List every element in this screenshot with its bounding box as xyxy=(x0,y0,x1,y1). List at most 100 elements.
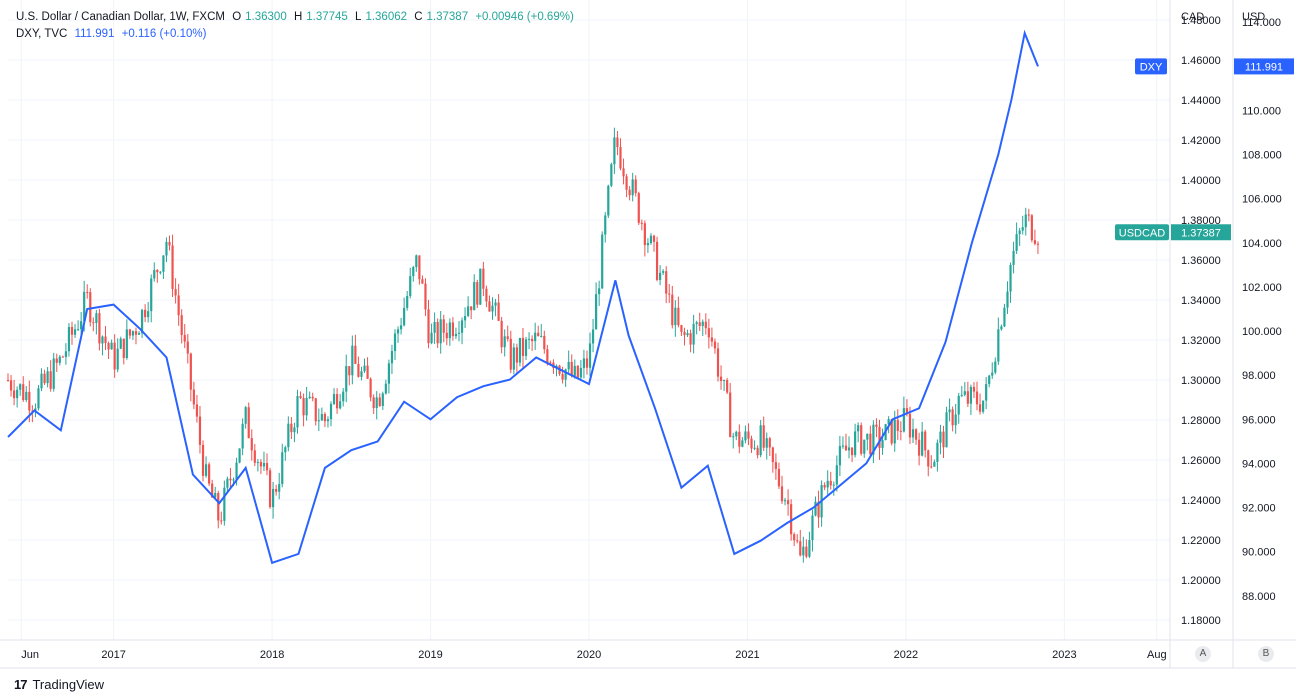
usdcad-candle xyxy=(683,331,686,336)
usdcad-candle xyxy=(381,393,384,406)
usdcad-candle xyxy=(512,347,515,370)
usdcad-candle xyxy=(951,409,954,426)
usd-scale-unit: USD xyxy=(1242,11,1265,23)
usdcad-candle xyxy=(509,338,512,370)
usdcad-candle xyxy=(567,361,570,370)
usdcad-candle xyxy=(857,425,860,432)
usdcad-candle xyxy=(101,336,104,344)
usdcad-candle xyxy=(850,447,854,456)
usdcad-candle xyxy=(942,431,945,448)
usdcad-candle xyxy=(451,322,454,337)
usdcad-candle xyxy=(473,282,476,311)
usdcad-candle xyxy=(433,322,436,333)
usdcad-candle xyxy=(753,447,756,449)
usdcad-candle xyxy=(144,309,147,318)
usdcad-candle xyxy=(847,447,851,451)
usdcad-candle xyxy=(293,427,296,433)
usdcad-candle xyxy=(982,400,985,412)
usdcad-candle xyxy=(591,329,595,344)
usdcad-candle xyxy=(786,500,790,505)
usdcad-candle xyxy=(311,396,314,399)
open-value: 1.36300 xyxy=(245,11,287,23)
cad-tick-label: 1.32000 xyxy=(1181,335,1221,347)
usdcad-candle xyxy=(945,412,948,448)
usdcad-candle xyxy=(588,343,592,368)
usdcad-candle xyxy=(16,389,19,399)
high-label: H xyxy=(293,11,303,23)
usdcad-candle xyxy=(290,423,293,433)
usdcad-candle xyxy=(634,179,637,194)
cad-tick-label: 1.24000 xyxy=(1181,495,1221,507)
usdcad-candle xyxy=(418,255,421,280)
usdcad-candle xyxy=(366,365,369,379)
usdcad-candle xyxy=(756,447,759,456)
usdcad-candle xyxy=(832,484,835,486)
usd-tick-label: 94.000 xyxy=(1242,458,1276,470)
cad-tick-label: 1.38000 xyxy=(1181,215,1221,227)
usdcad-candle xyxy=(95,313,98,323)
usdcad-candle xyxy=(625,176,628,190)
time-tick-label: 2018 xyxy=(260,649,284,661)
cad-tick-label: 1.42000 xyxy=(1181,135,1221,147)
usdcad-candle xyxy=(948,409,951,413)
time-tick-label: 2019 xyxy=(418,649,442,661)
cad-tick-label: 1.40000 xyxy=(1181,175,1221,187)
usdcad-candle xyxy=(1033,240,1037,244)
usdcad-candle xyxy=(476,282,479,305)
cad-tick-label: 1.48000 xyxy=(1181,15,1221,27)
usdcad-candle xyxy=(689,333,692,345)
usdcad-candle xyxy=(37,388,40,409)
usdcad-candle xyxy=(268,470,272,508)
usdcad-candle xyxy=(265,463,269,471)
usdcad-candle xyxy=(460,320,464,333)
usdcad-candle xyxy=(802,546,805,556)
usdcad-candle xyxy=(345,366,348,392)
usdcad-candle xyxy=(421,279,424,284)
scale-b-button[interactable]: B xyxy=(1258,646,1274,662)
usdcad-candle xyxy=(729,392,732,438)
usdcad-candle xyxy=(470,306,473,311)
usdcad-candle xyxy=(933,461,936,467)
usdcad-candle xyxy=(43,373,46,384)
usdcad-candle xyxy=(576,365,579,378)
usdcad-candle xyxy=(278,483,281,492)
usd-tick-label: 90.000 xyxy=(1242,547,1276,559)
usdcad-candle xyxy=(518,337,522,363)
dxy-legend-change: +0.116 (+0.10%) xyxy=(121,28,207,40)
usdcad-candle xyxy=(363,365,366,372)
usdcad-candle xyxy=(384,383,387,394)
usdcad-candle xyxy=(747,431,750,439)
usdcad-candle xyxy=(503,336,506,348)
auto-scale-button[interactable]: A xyxy=(1195,646,1211,662)
usdcad-candle xyxy=(939,431,942,443)
usdcad-candle xyxy=(70,326,74,335)
usdcad-candle xyxy=(463,316,467,321)
usdcad-candle xyxy=(649,235,653,244)
usdcad-candle xyxy=(305,398,308,416)
usdcad-candle xyxy=(122,338,125,358)
usdcad-candle xyxy=(247,407,250,439)
usdcad-candle xyxy=(140,309,144,334)
usdcad-candle xyxy=(799,541,802,556)
usd-tick-label: 98.000 xyxy=(1242,370,1276,382)
usdcad-candle xyxy=(287,423,290,448)
usdcad-candle xyxy=(866,433,869,440)
usdcad-candle xyxy=(448,322,451,339)
usdcad-candle xyxy=(1003,307,1006,327)
usdcad-candle xyxy=(790,504,793,535)
usdcad-candle xyxy=(1027,214,1030,216)
usdcad-candle xyxy=(707,328,710,338)
tradingview-logo-icon: 17 xyxy=(14,677,28,692)
usdcad-candle xyxy=(878,426,881,448)
usdcad-candle xyxy=(262,463,266,467)
dxy-tag-text: DXY xyxy=(1140,61,1163,73)
usdcad-candle xyxy=(875,424,878,427)
usdcad-candle xyxy=(841,445,845,447)
usdcad-candle xyxy=(921,431,924,456)
time-tick-label: 2022 xyxy=(894,649,918,661)
usdcad-candle xyxy=(543,335,546,350)
usdcad-candle xyxy=(1036,243,1040,245)
usdcad-candle xyxy=(808,540,811,557)
usdcad-candle xyxy=(89,292,92,323)
